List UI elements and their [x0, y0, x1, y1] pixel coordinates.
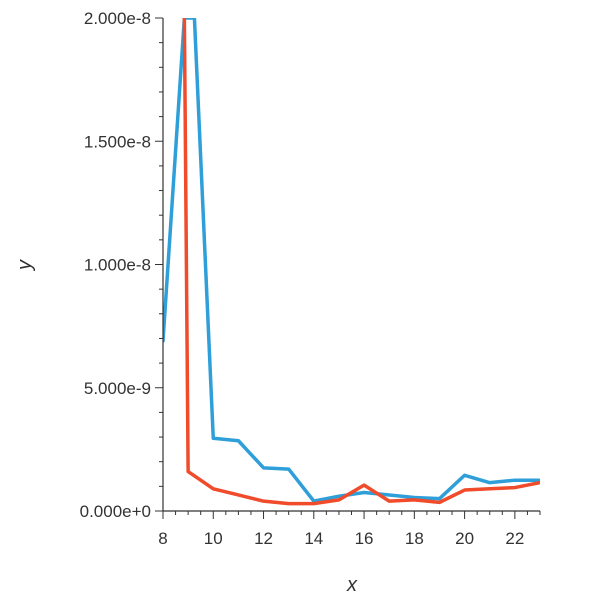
y-tick-label: 0.000e+0: [80, 502, 151, 521]
x-tick-label: 18: [405, 529, 424, 548]
y-tick-label: 5.000e-9: [84, 379, 151, 398]
y-tick-label: 2.000e-8: [84, 9, 151, 28]
y-axis-title: y: [14, 259, 36, 272]
y-tick-label: 1.000e-8: [84, 256, 151, 275]
x-tick-label: 10: [204, 529, 223, 548]
y-tick-label: 1.500e-8: [84, 132, 151, 151]
x-tick-label: 8: [158, 529, 167, 548]
x-tick-label: 22: [505, 529, 524, 548]
plot-area: [163, 18, 540, 506]
series-line-1: [163, 18, 540, 503]
x-tick-label: 12: [254, 529, 273, 548]
x-tick-label: 14: [304, 529, 323, 548]
x-tick-label: 20: [455, 529, 474, 548]
axes: 0.000e+0 5.000e-9 1.000e-8 1.500e-8 2.000e-8…: [80, 9, 541, 548]
series-line-2: [182, 18, 540, 506]
x-axis-title: x: [346, 574, 358, 596]
x-tick-label: 16: [355, 529, 374, 548]
